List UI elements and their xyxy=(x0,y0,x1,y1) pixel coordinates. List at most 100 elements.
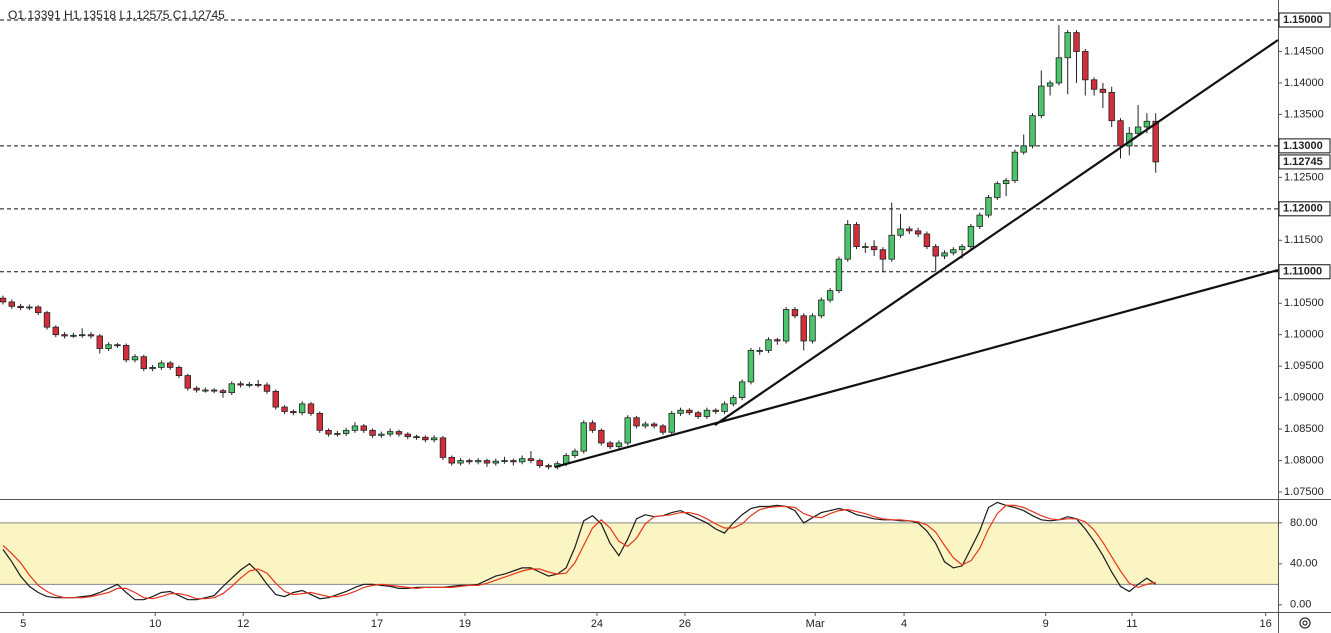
level-box xyxy=(1278,201,1331,217)
candle-body xyxy=(870,246,878,251)
candle-body xyxy=(466,460,473,463)
candle-body xyxy=(70,334,77,337)
candle-body xyxy=(369,429,376,436)
candle-body xyxy=(800,315,807,342)
candle-body xyxy=(941,252,948,257)
candle-body xyxy=(448,457,455,464)
settings-hub[interactable] xyxy=(1302,620,1308,626)
candle-body xyxy=(694,412,702,417)
candle-body xyxy=(457,460,464,464)
candle-body xyxy=(78,334,86,337)
candle-body xyxy=(826,290,834,301)
level-label: 1.11000 xyxy=(1283,266,1322,278)
candle-body xyxy=(202,389,209,392)
stoch-band xyxy=(0,522,1278,585)
candle-body xyxy=(404,433,411,438)
candle-body xyxy=(976,214,983,227)
candle-body xyxy=(105,344,112,349)
candle-body xyxy=(1082,51,1089,81)
candle-body xyxy=(1055,57,1063,84)
candle-body xyxy=(879,249,887,260)
level-label: 1.12000 xyxy=(1283,203,1323,215)
candle-body xyxy=(87,334,95,337)
y-tick-label: 1.08500 xyxy=(1284,423,1324,435)
y-tick-label: 1.10000 xyxy=(1284,329,1324,341)
y-tick-label: 1.11500 xyxy=(1284,234,1323,246)
stoch-line xyxy=(2,501,1157,601)
candle-body xyxy=(1108,91,1115,122)
y-tick-label: 1.13500 xyxy=(1284,108,1324,120)
candle-body xyxy=(8,301,15,307)
candle-body xyxy=(853,224,860,247)
candle-body xyxy=(246,383,253,386)
candle-body xyxy=(809,315,816,342)
candle-body xyxy=(730,397,737,405)
candle-body xyxy=(1117,120,1124,147)
candle-body xyxy=(536,460,543,466)
candle-body xyxy=(835,258,843,292)
candle-body xyxy=(703,409,711,417)
stoch-y-tick-label: 0.00 xyxy=(1290,599,1311,611)
candle-body xyxy=(686,409,693,414)
candle-body xyxy=(395,431,403,435)
level-label: 1.15000 xyxy=(1283,14,1323,26)
ohlc-legend: O1.13391 H1.13518 L1.12575 C1.12745 xyxy=(8,8,225,22)
candle-body xyxy=(1046,82,1054,87)
candle-body xyxy=(342,429,350,434)
candle-body xyxy=(510,460,517,463)
candle-body xyxy=(272,390,279,408)
candle-body xyxy=(43,312,51,328)
candle-body xyxy=(1020,145,1027,153)
candle-body xyxy=(122,344,130,361)
candle-body xyxy=(1152,120,1159,163)
candle-body xyxy=(923,233,931,247)
y-tick-label: 1.14500 xyxy=(1284,45,1324,57)
candle-body xyxy=(26,306,33,309)
candle-body xyxy=(193,387,200,391)
x-tick-label: 12 xyxy=(237,618,249,630)
x-tick-label: 11 xyxy=(1126,618,1137,630)
candle-body xyxy=(958,246,966,251)
candle-body xyxy=(0,297,7,303)
x-tick-label: 17 xyxy=(371,618,383,630)
candle-body xyxy=(906,228,913,232)
candle-body xyxy=(1090,79,1098,90)
candle-body xyxy=(1029,115,1036,147)
candle-body xyxy=(422,436,429,441)
x-tick-label: Mar xyxy=(806,618,825,630)
settings-icon[interactable] xyxy=(1299,617,1311,629)
y-tick-label: 1.09500 xyxy=(1284,360,1324,372)
candle-body xyxy=(492,460,499,464)
candle-body xyxy=(263,384,271,392)
y-tick-label: 1.14000 xyxy=(1284,77,1324,89)
x-tick-label: 24 xyxy=(591,618,603,630)
x-tick-label: 9 xyxy=(1043,618,1049,630)
candle-body xyxy=(501,460,508,462)
y-tick-label: 1.08000 xyxy=(1284,454,1324,466)
level-label: 1.13000 xyxy=(1283,140,1323,152)
candle-body xyxy=(316,412,323,431)
candle-body xyxy=(96,335,103,349)
candle-body xyxy=(598,429,605,444)
candle-body xyxy=(862,246,869,248)
candle-body xyxy=(210,389,218,392)
candle-body xyxy=(791,309,799,317)
candle-body xyxy=(624,417,631,444)
candle-body xyxy=(430,437,438,441)
candle-body xyxy=(360,425,367,431)
candle-body xyxy=(131,356,139,361)
candle-body xyxy=(237,383,244,386)
candle-body xyxy=(1011,151,1019,181)
candle-body xyxy=(589,422,596,431)
candle-body xyxy=(571,450,579,456)
x-tick-label: 16 xyxy=(1260,618,1272,630)
candle-body xyxy=(1143,120,1151,128)
candle-body xyxy=(650,423,658,427)
candle-body xyxy=(1002,180,1010,185)
candle-body xyxy=(175,367,183,376)
y-tick-label: 1.12500 xyxy=(1284,171,1324,183)
settings-gear[interactable] xyxy=(1299,617,1311,629)
candle-body xyxy=(378,433,385,436)
candle-body xyxy=(149,367,156,370)
x-tick-label: 10 xyxy=(149,618,161,630)
